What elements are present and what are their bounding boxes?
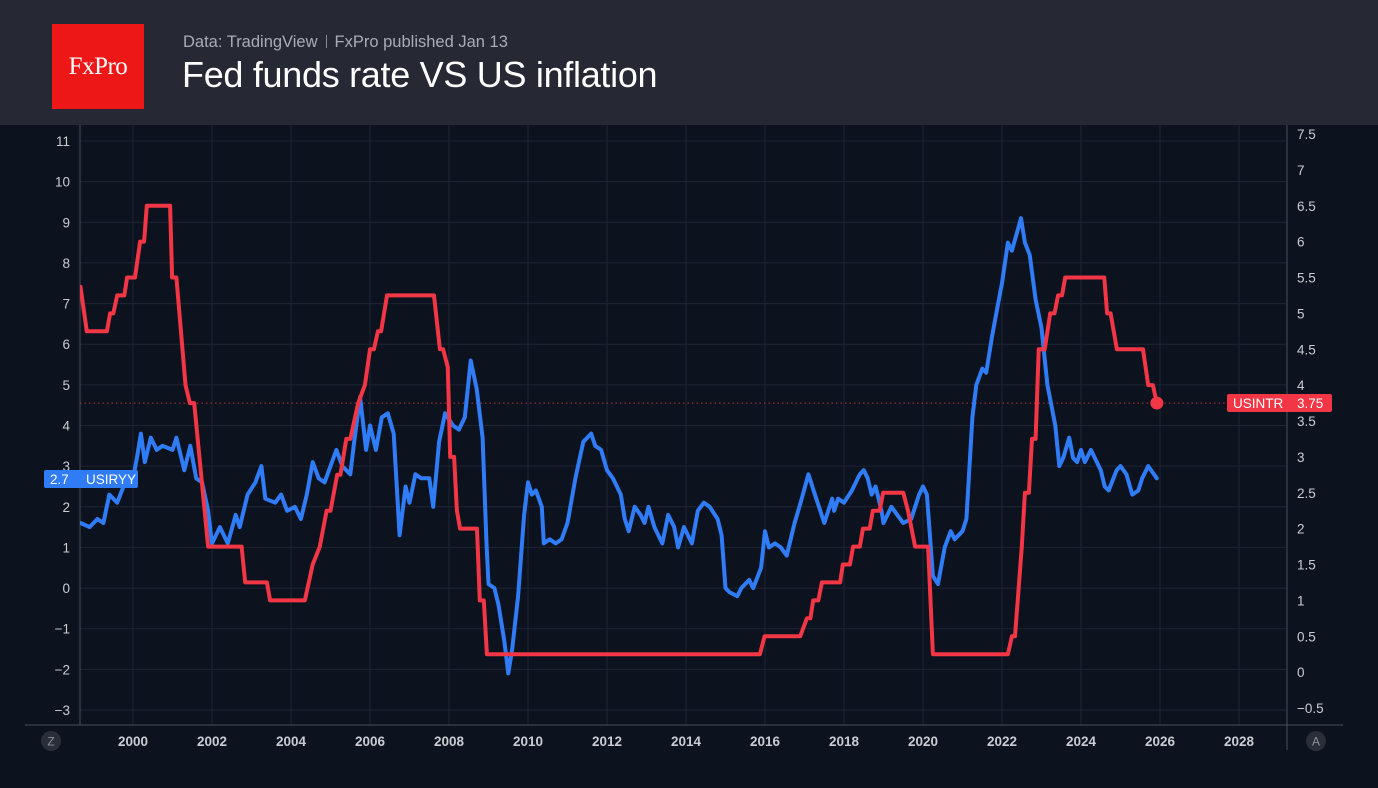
- right-tick-label: 2: [1297, 522, 1305, 537]
- left-tick-label: 6: [62, 337, 70, 352]
- fed-rate-last-point: [1150, 396, 1164, 410]
- x-tick-label: 2010: [513, 734, 543, 749]
- right-tick-label: 4.5: [1297, 342, 1316, 357]
- right-tick-label: 5: [1297, 306, 1305, 321]
- usiryy-series-name: USIRYY: [86, 472, 136, 487]
- left-tick-label: 10: [55, 175, 70, 190]
- page-title: Fed funds rate VS US inflation: [182, 54, 658, 95]
- x-tick-label: 2004: [276, 734, 307, 749]
- left-tick-label: 2: [62, 500, 70, 515]
- axis-mode-button-right[interactable]: A: [1306, 731, 1326, 751]
- left-tick-label: −3: [55, 703, 70, 718]
- x-tick-label: 2028: [1224, 734, 1255, 749]
- axis-button-label: A: [1312, 735, 1320, 749]
- fxpro-logo: FxPro: [52, 24, 144, 109]
- right-tick-label: 0.5: [1297, 629, 1316, 644]
- right-tick-label: 7: [1297, 163, 1305, 178]
- right-tick-label: 1: [1297, 593, 1305, 608]
- right-tick-label: −0.5: [1297, 701, 1324, 716]
- x-tick-label: 2020: [908, 734, 938, 749]
- inflation-line-usiryy: [80, 216, 1159, 676]
- usintr-last-value: 3.75: [1297, 396, 1323, 411]
- right-tick-label: 5.5: [1297, 271, 1316, 286]
- left-tick-label: 11: [56, 134, 70, 149]
- right-tick-label: 1.5: [1297, 558, 1316, 573]
- grid: [80, 125, 1287, 725]
- x-tick-label: 2026: [1145, 734, 1176, 749]
- x-tick-label: 2014: [671, 734, 702, 749]
- right-tick-label: 6: [1297, 235, 1305, 250]
- left-tick-label: 3: [62, 459, 70, 474]
- x-tick-label: 2018: [829, 734, 860, 749]
- right-tick-label: 3.5: [1297, 414, 1316, 429]
- right-tick-label: 3: [1297, 450, 1305, 465]
- x-tick-label: 2002: [197, 734, 227, 749]
- axis-button-circle: [41, 731, 61, 751]
- right-tick-label: 2.5: [1297, 486, 1316, 501]
- usiryy-tag-bg: [44, 470, 138, 488]
- left-tick-label: 8: [62, 256, 70, 271]
- usintr-tag: USINTR 3.75: [1227, 394, 1332, 412]
- left-tick-label: 9: [62, 215, 70, 230]
- left-tick-label: 4: [62, 418, 70, 433]
- right-tick-label: 6.5: [1297, 199, 1316, 214]
- separator: [325, 35, 327, 48]
- usintr-series-name: USINTR: [1233, 396, 1284, 411]
- axis-button-label: Z: [47, 735, 54, 749]
- usiryy-last-value: 2.7: [50, 472, 69, 487]
- x-tick-label: 2008: [434, 734, 465, 749]
- data-source: Data: TradingView: [183, 33, 318, 51]
- x-tick-label: 2024: [1066, 734, 1097, 749]
- right-tick-label: 0: [1297, 665, 1305, 680]
- plot-background: [0, 125, 1378, 788]
- axis-mode-button-left[interactable]: Z: [41, 731, 61, 751]
- left-tick-label: −2: [55, 662, 70, 677]
- x-tick-label: 2000: [118, 734, 148, 749]
- usiryy-tag: 2.7 USIRYY: [44, 470, 138, 488]
- x-tick-label: 2016: [750, 734, 781, 749]
- subtitle: Data: TradingView FxPro published Jan 13: [183, 33, 508, 52]
- right-tick-label: 7.5: [1297, 127, 1316, 142]
- left-tick-label: 1: [62, 540, 70, 555]
- left-tick-label: 0: [62, 581, 70, 596]
- left-tick-label: −1: [55, 622, 70, 637]
- right-tick-label: 4: [1297, 378, 1305, 393]
- published-date: FxPro published Jan 13: [334, 33, 508, 51]
- axis-button-circle: [1306, 731, 1326, 751]
- header: FxPro Data: TradingView FxPro published J…: [0, 0, 1378, 125]
- usintr-tag-bg: [1227, 394, 1332, 412]
- x-tick-label: 2022: [987, 734, 1017, 749]
- x-tick-label: 2012: [592, 734, 622, 749]
- x-tick-label: 2006: [355, 734, 386, 749]
- fed-rate-line-usintr: [80, 203, 1159, 657]
- left-tick-label: 7: [62, 297, 70, 312]
- left-tick-label: 5: [62, 378, 70, 393]
